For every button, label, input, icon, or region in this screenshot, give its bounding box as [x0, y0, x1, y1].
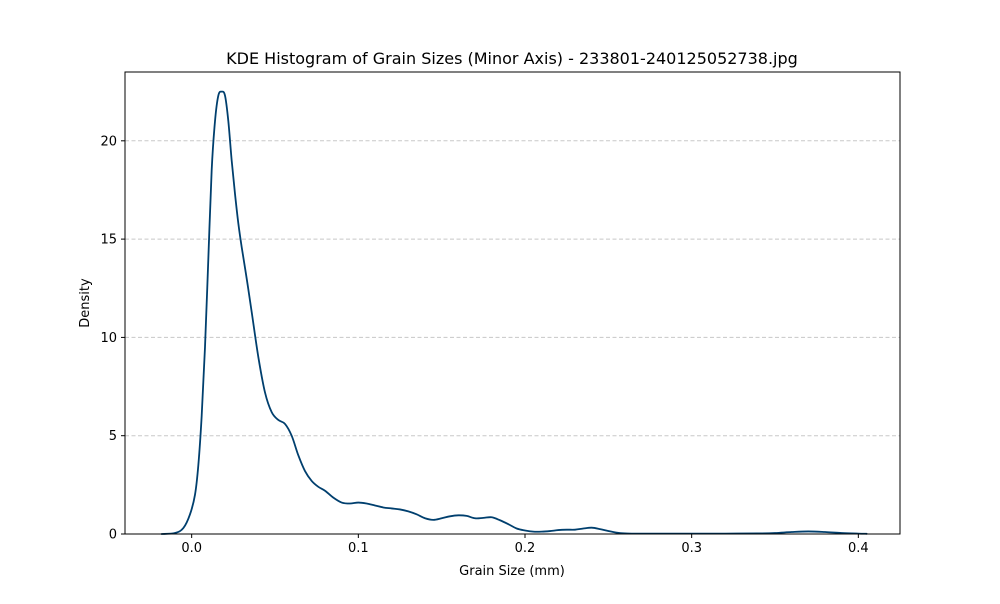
- kde-density-line: [160, 90, 868, 535]
- y-tick-label: 10: [100, 331, 117, 346]
- y-tick-label: 0: [109, 528, 117, 543]
- x-tick-label: 0.0: [181, 541, 202, 556]
- x-tick-label: 0.2: [515, 541, 536, 556]
- x-tick-label: 0.4: [848, 541, 869, 556]
- x-tick-label: 0.3: [681, 541, 702, 556]
- plot-frame: [124, 71, 901, 535]
- tick-layer: 0 5 10 15 20 0.0 0.1 0.2 0.3 0.4: [100, 134, 868, 556]
- x-tick-label: 0.1: [348, 541, 369, 556]
- x-axis-label: Grain Size (mm): [459, 564, 565, 579]
- y-tick-label: 20: [100, 134, 117, 149]
- line-layer: [160, 90, 868, 535]
- y-tick-label: 15: [100, 233, 117, 248]
- y-axis-label: Density: [78, 278, 93, 328]
- chart-title: KDE Histogram of Grain Sizes (Minor Axis…: [226, 49, 798, 68]
- grid-layer: [125, 140, 900, 437]
- y-tick-label: 5: [109, 429, 117, 444]
